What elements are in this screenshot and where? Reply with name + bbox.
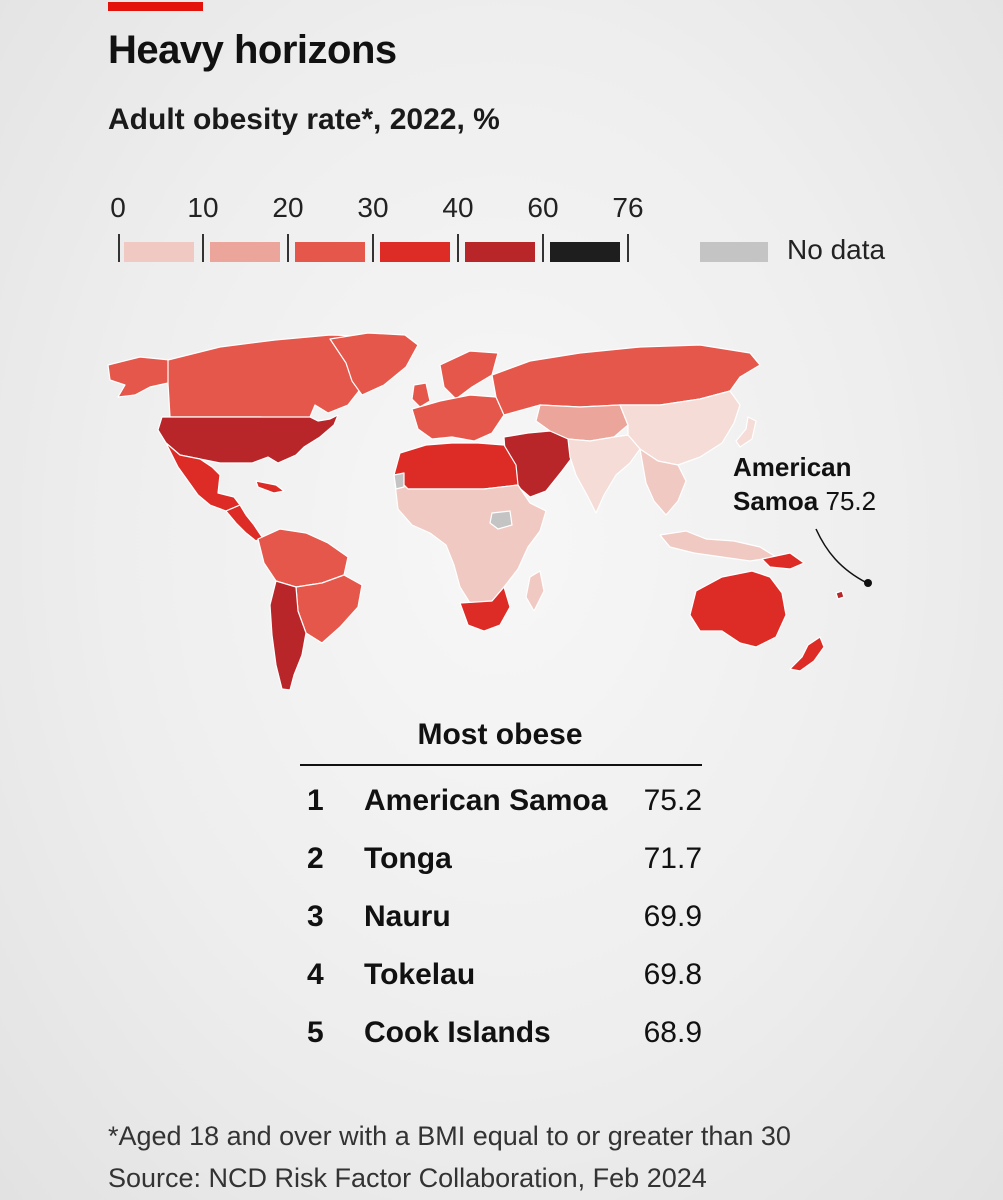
region-south-africa [459,586,511,632]
region-japan [735,416,757,448]
legend-tick-0: 0 [110,192,126,223]
chart-title: Heavy horizons [108,28,397,72]
region-argentina [269,580,307,691]
legend-swatch-10-20 [210,242,280,262]
legend-separator [118,234,120,262]
region-indonesia [659,530,777,562]
legend-separator [287,234,289,262]
region-greenland [329,332,419,396]
legend-tick-40: 40 [442,192,474,223]
legend-no-data-swatch [700,242,768,262]
legend-swatch-40-60 [465,242,535,262]
row-value: 69.9 [643,900,702,933]
row-rank: 2 [307,842,324,875]
footnote-definition: *Aged 18 and over with a BMI equal to or… [108,1121,791,1151]
region-uk [411,382,431,408]
table-row: 1 American Samoa 75.2 [300,772,702,830]
legend-tick-20: 20 [272,192,304,223]
annotation-leader-line [815,528,868,584]
world-map [100,325,900,705]
region-papua [761,552,805,570]
table-row: 4 Tokelau 69.8 [300,946,702,1004]
region-western-europe [411,394,505,442]
legend-swatch-30-40 [380,242,450,262]
map-annotation: American Samoa 75.2 [733,450,876,518]
table-rule [300,764,702,766]
legend-swatch-60-76 [550,242,620,262]
color-legend: 0 10 20 30 40 60 76 No data [108,192,908,272]
legend-separator [542,234,544,262]
legend-swatch-20-30 [295,242,365,262]
annotation-name-line1: American [733,452,852,482]
table-row: 2 Tonga 71.7 [300,830,702,888]
footnote: *Aged 18 and over with a BMI equal to or… [108,1115,791,1199]
table-title: Most obese [417,718,583,751]
legend-separator [627,234,629,262]
annotation-value: 75.2 [825,486,877,516]
row-country: Tonga [364,842,452,875]
brand-accent-bar [108,2,203,11]
row-rank: 5 [307,1016,324,1049]
region-sub-saharan-africa [393,474,547,604]
row-rank: 3 [307,900,324,933]
region-north-africa [393,442,519,490]
row-value: 71.7 [643,842,702,875]
legend-tick-30: 30 [357,192,389,223]
region-southeast-asia [639,448,687,516]
legend-separator [372,234,374,262]
row-country: American Samoa [364,784,608,817]
region-australia [689,570,787,648]
world-map-svg [107,332,872,691]
row-value: 68.9 [643,1016,702,1049]
region-no-data-south-sudan [489,510,513,530]
legend-tick-76: 76 [612,192,644,223]
region-central-america [225,504,263,542]
legend-separator [457,234,459,262]
row-value: 69.8 [643,958,702,991]
region-no-data-western-sahara [393,472,405,490]
legend-separator [202,234,204,262]
region-madagascar [525,570,545,612]
row-country: Tokelau [364,958,476,991]
region-alaska [107,356,171,398]
annotation-dot [864,579,872,587]
row-country: Cook Islands [364,1016,551,1049]
region-mexico [165,442,241,512]
legend-tick-60: 60 [527,192,559,223]
table-row: 5 Cook Islands 68.9 [300,1004,702,1062]
ranking-table: 1 American Samoa 75.2 2 Tonga 71.7 3 Nau… [300,772,702,1062]
row-value: 75.2 [643,784,702,817]
footnote-source: Source: NCD Risk Factor Collaboration, F… [108,1163,707,1193]
legend-no-data-label: No data [787,234,886,265]
region-caribbean [255,480,285,494]
table-row: 3 Nauru 69.9 [300,888,702,946]
region-pacific-islands [835,590,845,600]
chart-subtitle: Adult obesity rate*, 2022, % [108,103,500,136]
legend-tick-10: 10 [187,192,219,223]
annotation-name-line2: Samoa [733,486,819,516]
region-new-zealand [789,636,825,672]
row-rank: 1 [307,784,324,817]
region-scandinavia [439,350,499,400]
legend-swatch-0-10 [124,242,194,262]
row-rank: 4 [307,958,324,991]
region-india [567,434,641,514]
row-country: Nauru [364,900,451,933]
